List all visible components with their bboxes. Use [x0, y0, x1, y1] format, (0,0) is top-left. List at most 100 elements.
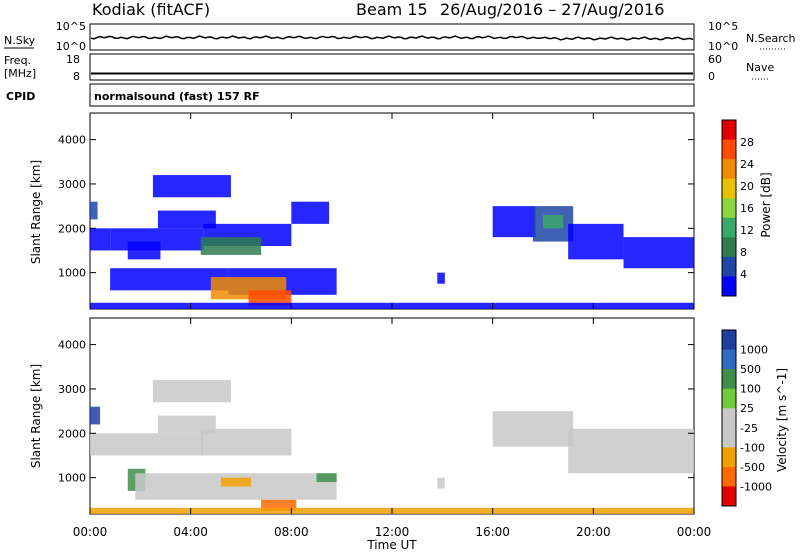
- power-colorbar-tick-4: 20: [740, 180, 754, 193]
- velocity-colorbar-swatch-6: [722, 447, 736, 468]
- velocity-colorbar-tick-6: -500: [740, 461, 765, 474]
- power-region-14: [492, 206, 536, 238]
- velocity-colorbar-swatch-4: [722, 408, 736, 429]
- velocity-region-4: [157, 415, 216, 434]
- time-tick-label-2: 08:00: [274, 525, 309, 539]
- nave-tick-bottom: 0: [708, 70, 715, 83]
- nsearch-tick-top: 10^5: [708, 20, 738, 33]
- velocity-ylabel: Slant Range [km]: [29, 364, 43, 468]
- power-region-17: [568, 223, 624, 260]
- beam-label: Beam 15: [356, 0, 428, 19]
- freq-label-line2: [MHz]: [4, 67, 36, 80]
- power-colorbar-swatch-7: [722, 256, 736, 277]
- nsearch-tick-bottom: 10^0: [708, 40, 738, 53]
- nsky-label: N.Sky: [4, 34, 36, 47]
- velocity-region-7: [220, 477, 252, 487]
- velocity-heatmap: [90, 380, 694, 514]
- power-region-0: [90, 201, 98, 220]
- velocity-colorbar-tick-4: -25: [740, 422, 758, 435]
- time-tick-label-5: 20:00: [576, 525, 611, 539]
- power-colorbar-swatch-3: [722, 178, 736, 199]
- power-region-16: [543, 214, 564, 229]
- velocity-colorbar-swatch-8: [722, 486, 736, 507]
- velocity-y-axis: 1000 2000 3000 4000: [58, 339, 694, 485]
- nave-tick-top: 60: [708, 53, 722, 66]
- time-tick-label-6: 00:00: [677, 525, 712, 539]
- velocity-region-9: [316, 473, 337, 483]
- nsky-strip: N.Sky 10^5 10^0 10^5 10^0 N.Search: [4, 20, 796, 53]
- velocity-colorbar-swatch-1: [722, 349, 736, 370]
- velocity-colorbar-swatch-5: [722, 427, 736, 448]
- nsearch-label: N.Search: [746, 32, 796, 45]
- power-region-12: [248, 290, 292, 306]
- power-region-18: [623, 237, 694, 269]
- power-colorbar-tick-1: 8: [740, 246, 747, 259]
- velocity-region-3: [152, 380, 231, 403]
- power-colorbar-swatch-1: [722, 139, 736, 160]
- velocity-colorbar-tick-0: 1000: [740, 344, 768, 357]
- velocity-region-10: [437, 477, 445, 489]
- time-axis-title: Time UT: [366, 538, 417, 552]
- nsky-tick-top: 10^5: [56, 20, 86, 33]
- nsky-noise-line: [90, 35, 694, 41]
- power-colorbar-tick-5: 24: [740, 158, 754, 171]
- power-colorbar-frame: [721, 119, 737, 297]
- power-colorbar-tick-6: 28: [740, 136, 754, 149]
- velocity-colorbar-tick-7: -1000: [740, 480, 772, 493]
- time-axis-labels: 00:00 04:00 08:00 12:00 16:00 20:00 00:00: [73, 525, 712, 539]
- velocity-colorbar-swatch-3: [722, 388, 736, 409]
- velocity-colorbar-label: Velocity [m s^-1]: [775, 368, 789, 472]
- velocity-colorbar-swatch-7: [722, 466, 736, 487]
- velocity-ytick-label-3: 4000: [58, 339, 86, 352]
- power-ytick-label-2: 3000: [58, 178, 86, 191]
- date-range: 26/Aug/2016 – 27/Aug/2016: [440, 0, 664, 19]
- freq-label-line1: Freq.: [4, 54, 31, 67]
- power-region-1: [90, 228, 111, 251]
- power-colorbar: 4 8 12 16 20 24 28: [721, 119, 754, 297]
- station-title: Kodiak (fitACF): [92, 0, 210, 19]
- power-region-8: [157, 210, 216, 229]
- power-colorbar-swatch-8: [722, 276, 736, 297]
- velocity-ytick-label-2: 3000: [58, 383, 86, 396]
- cpid-program-text: normalsound (fast) 157 RF: [94, 90, 260, 103]
- velocity-region-1: [90, 433, 204, 456]
- power-region-13: [437, 272, 445, 284]
- power-ylabel: Slant Range [km]: [29, 160, 43, 264]
- velocity-colorbar-tick-3: 25: [740, 402, 754, 415]
- cpid-strip: CPID normalsound (fast) 157 RF: [6, 83, 695, 107]
- cpid-label: CPID: [6, 90, 35, 103]
- power-region-6: [291, 201, 330, 224]
- cpid-frame: [89, 83, 695, 107]
- velocity-colorbar-frame: [721, 329, 737, 507]
- power-ytick-label-1: 2000: [58, 222, 86, 235]
- power-region-4: [127, 241, 161, 260]
- power-colorbar-swatch-4: [722, 198, 736, 219]
- freq-tick-bottom: 8: [73, 70, 80, 83]
- power-colorbar-tick-3: 16: [740, 202, 754, 215]
- power-colorbar-swatch-5: [722, 217, 736, 238]
- power-colorbar-tick-2: 12: [740, 224, 754, 237]
- nsky-tick-bottom: 10^0: [56, 40, 86, 53]
- power-colorbar-swatch-6: [722, 237, 736, 258]
- velocity-colorbar: 1000 500 100 25 -25 -100 -500 -1000: [721, 329, 772, 507]
- velocity-colorbar-tick-2: 100: [740, 383, 761, 396]
- velocity-colorbar-swatch-2: [722, 369, 736, 390]
- time-tick-label-0: 00:00: [73, 525, 108, 539]
- velocity-colorbar-swatch-0: [722, 330, 736, 351]
- freq-tick-top: 18: [66, 53, 80, 66]
- velocity-colorbar-tick-1: 500: [740, 363, 761, 376]
- power-x-axis: [89, 113, 695, 309]
- velocity-region-8: [261, 499, 297, 511]
- power-region-9: [110, 268, 229, 291]
- power-region-5: [200, 237, 262, 255]
- freq-strip: Freq. [MHz] 18 8 60 0 Nave: [4, 53, 774, 83]
- velocity-panel: 1000 2000 3000 4000 Slant Range [km] 1000 50…: [29, 317, 789, 515]
- time-tick-label-1: 04:00: [173, 525, 208, 539]
- nsky-frame: [89, 23, 695, 51]
- power-colorbar-label: Power [dB]: [759, 172, 773, 237]
- velocity-region-12: [568, 428, 694, 474]
- velocity-region-2: [200, 428, 292, 456]
- velocity-region-11: [492, 411, 574, 447]
- power-colorbar-tick-0: 4: [740, 268, 747, 281]
